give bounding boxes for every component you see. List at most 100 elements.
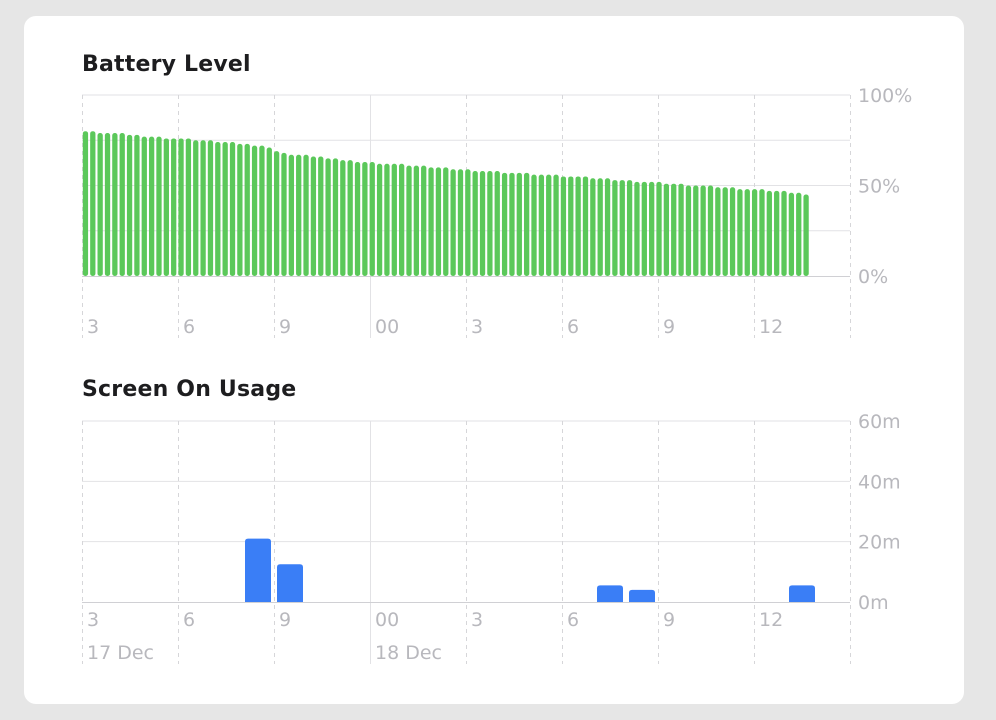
usage-bar — [789, 585, 815, 602]
battery-bar — [443, 167, 449, 276]
battery-bar — [472, 171, 478, 276]
battery-bar — [604, 178, 611, 276]
battery-x-tick-label: 00 — [375, 316, 399, 338]
battery-bar — [310, 156, 317, 276]
screen-on-usage-bars — [245, 538, 815, 602]
battery-bar — [119, 133, 125, 276]
battery-bar — [678, 183, 684, 276]
battery-x-tick-label: 3 — [471, 316, 483, 338]
usage-y-tick-label: 20m — [858, 532, 901, 554]
usage-y-tick-label: 60m — [858, 411, 901, 433]
usage-x-tick-label: 9 — [279, 609, 291, 631]
battery-bar — [435, 167, 442, 276]
battery-bar — [465, 169, 471, 276]
battery-bar — [376, 163, 383, 276]
usage-bar — [277, 564, 303, 602]
battery-bar — [148, 136, 155, 276]
usage-x-tick-label: 3 — [87, 609, 99, 631]
battery-bar — [656, 181, 662, 276]
battery-bar — [97, 133, 103, 276]
battery-bar — [693, 185, 699, 276]
battery-bar — [296, 154, 302, 276]
battery-bar — [487, 171, 493, 276]
usage-bar — [597, 585, 623, 602]
battery-level-title: Battery Level — [82, 52, 251, 77]
battery-bar — [531, 174, 537, 276]
battery-bar — [516, 172, 522, 276]
battery-bar — [626, 180, 633, 276]
battery-bar — [560, 176, 567, 276]
battery-bar — [171, 138, 177, 276]
battery-bar — [546, 174, 552, 276]
battery-bar — [612, 180, 618, 276]
battery-x-tick-label: 12 — [759, 316, 783, 338]
battery-bar — [82, 131, 89, 276]
battery-bar — [332, 158, 339, 276]
battery-bar — [641, 181, 647, 276]
battery-y-tick-label: 100% — [858, 85, 912, 107]
battery-bar — [178, 138, 184, 276]
battery-bar — [634, 181, 640, 276]
battery-bar — [744, 189, 750, 276]
battery-bar — [619, 180, 625, 276]
battery-bar — [729, 187, 736, 276]
battery-bar — [774, 190, 780, 276]
battery-bar — [671, 183, 677, 276]
battery-bar — [259, 145, 265, 276]
usage-y-tick-label: 0m — [858, 592, 889, 614]
battery-bar — [649, 181, 655, 276]
battery-x-tick-label: 6 — [567, 316, 579, 338]
battery-bar — [582, 176, 589, 276]
battery-bar — [318, 156, 324, 276]
battery-bar — [156, 136, 162, 276]
battery-bar — [354, 161, 361, 276]
battery-bar — [340, 160, 346, 276]
battery-level-bars — [82, 131, 809, 276]
usage-x-tick-label: 6 — [567, 609, 579, 631]
battery-bar — [590, 178, 596, 276]
battery-bar — [288, 154, 294, 276]
battery-bar — [597, 178, 603, 276]
battery-bar — [428, 167, 434, 276]
battery-bar — [751, 189, 758, 276]
battery-bar — [450, 169, 456, 276]
usage-y-tick-label: 40m — [858, 471, 901, 493]
battery-bar — [796, 192, 802, 276]
battery-bar — [700, 185, 706, 276]
battery-bar — [273, 151, 280, 276]
battery-bar — [524, 172, 530, 276]
usage-date-label: 18 Dec — [375, 642, 442, 664]
battery-x-tick-label: 6 — [183, 316, 195, 338]
battery-bar — [362, 161, 368, 276]
battery-bar — [501, 172, 508, 276]
usage-date-label: 17 Dec — [87, 642, 154, 664]
battery-bar — [266, 147, 272, 276]
battery-bar — [722, 187, 728, 276]
battery-bar — [207, 140, 214, 276]
usage-x-tick-label: 3 — [471, 609, 483, 631]
usage-bar — [629, 589, 655, 602]
battery-bar — [707, 185, 714, 276]
battery-bar — [766, 190, 772, 276]
screen-on-usage-title: Screen On Usage — [82, 377, 297, 402]
battery-bar — [90, 131, 96, 276]
battery-bar — [509, 172, 515, 276]
usage-x-tick-label: 00 — [375, 609, 399, 631]
battery-bar — [244, 143, 250, 276]
battery-bar — [575, 176, 581, 276]
battery-bar — [281, 152, 287, 276]
battery-bar — [369, 161, 375, 276]
battery-bar — [222, 142, 228, 276]
battery-bar — [215, 142, 221, 276]
screen-on-usage-axis-labels: 60m 40m 20m 0m 3 6 9 00 3 6 9 12 17 Dec 18 Dec — [87, 411, 901, 664]
battery-bar — [803, 194, 809, 276]
battery-bar — [112, 133, 118, 276]
battery-bar — [251, 145, 258, 276]
battery-bar — [163, 138, 169, 276]
battery-x-tick-label: 3 — [87, 316, 99, 338]
battery-bar — [479, 171, 486, 276]
battery-bar — [126, 134, 133, 276]
battery-x-tick-label: 9 — [279, 316, 291, 338]
battery-bar — [399, 163, 405, 276]
